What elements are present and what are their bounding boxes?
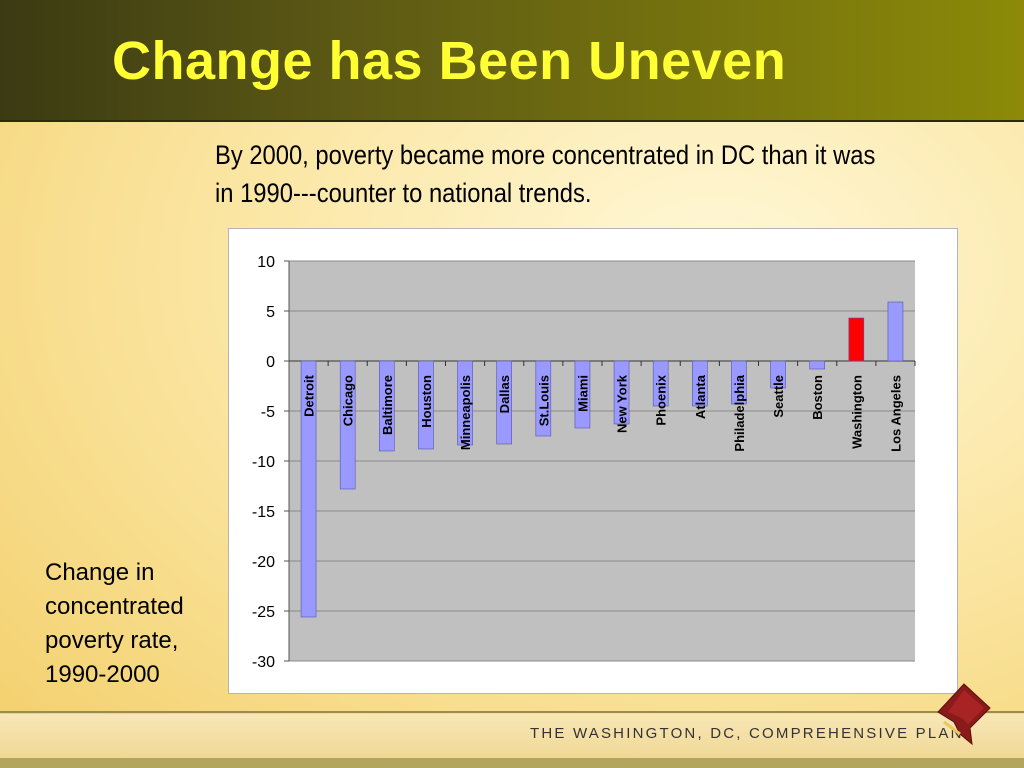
chart-caption: Change in concentrated poverty rate, 199… xyxy=(45,559,184,688)
category-label: Baltimore xyxy=(380,375,395,435)
category-label: Houston xyxy=(419,375,434,428)
category-label: New York xyxy=(615,374,630,433)
category-label: Atlanta xyxy=(693,374,708,419)
y-tick-label: -20 xyxy=(252,554,275,571)
bar-seattle xyxy=(770,360,786,389)
category-label: Chicago xyxy=(341,375,356,426)
y-tick-label: -15 xyxy=(252,504,275,521)
category-label: Philadelphia xyxy=(732,374,747,451)
title-bar: Change has Been Uneven xyxy=(0,0,1024,122)
dc-map-logo-icon xyxy=(937,683,991,746)
category-label: St.Louis xyxy=(536,375,551,426)
bar-washington xyxy=(848,317,865,362)
bar-detroit xyxy=(300,360,317,618)
y-tick-label: 10 xyxy=(257,254,275,271)
category-label: Dallas xyxy=(497,375,512,413)
bar-phoenix xyxy=(652,360,669,407)
bar-houston xyxy=(418,360,434,450)
y-tick-label: 0 xyxy=(266,354,275,371)
footer-band xyxy=(0,714,1024,758)
category-label: Minneapolis xyxy=(458,375,473,450)
y-tick-label: -30 xyxy=(252,654,275,671)
category-label: Boston xyxy=(810,375,825,420)
bar-baltimore xyxy=(379,360,395,452)
y-tick-label: -10 xyxy=(252,454,275,471)
category-label: Washington xyxy=(849,375,864,449)
bar-losangeles xyxy=(887,301,904,362)
y-tick-label: 5 xyxy=(266,304,275,321)
y-tick-label: -25 xyxy=(252,604,275,621)
chart-container: 10 5 0 -5 -10 -15 -20 -25 -30 Detroit Chicago Balti… xyxy=(228,228,958,694)
slide-title: Change has Been Uneven xyxy=(112,31,787,91)
bar-boston xyxy=(809,360,825,370)
category-label: Detroit xyxy=(302,374,317,417)
bar-dallas xyxy=(496,360,512,445)
bar-minneapolis xyxy=(457,360,473,446)
category-label: Phoenix xyxy=(654,374,669,425)
footer-text: THE WASHINGTON, DC, COMPREHENSIVE PLAN xyxy=(530,725,964,742)
slide-subtitle: By 2000, poverty became more concentrate… xyxy=(215,140,876,208)
bar-atlanta xyxy=(692,360,708,407)
bar-newyork xyxy=(613,360,630,425)
category-label: Miami xyxy=(575,375,590,412)
category-label: Los Angeles xyxy=(888,375,903,452)
bar-stlouis xyxy=(535,360,552,437)
bar-philadelphia xyxy=(731,360,747,405)
y-tick-label: -5 xyxy=(261,404,275,421)
bar-miami xyxy=(574,360,591,429)
bar-chart: 10 5 0 -5 -10 -15 -20 -25 -30 Detroit Chicago Balti… xyxy=(252,254,916,671)
footer-divider xyxy=(0,711,1024,713)
category-label: Seattle xyxy=(771,375,786,418)
footer-bottom-bar xyxy=(0,758,1024,768)
bar-chicago xyxy=(339,360,356,490)
